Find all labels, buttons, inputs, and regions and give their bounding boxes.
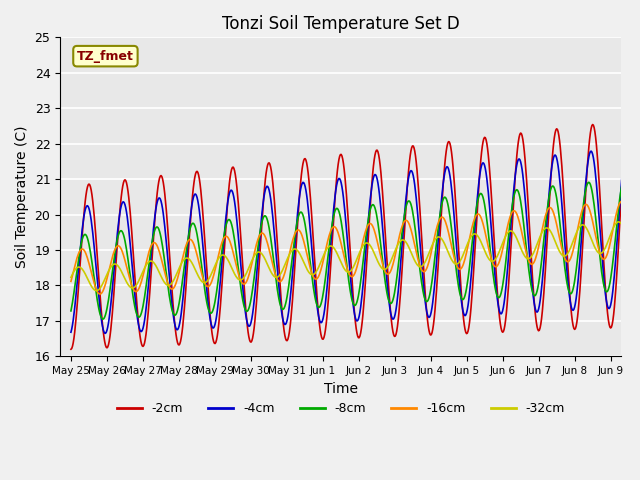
- Y-axis label: Soil Temperature (C): Soil Temperature (C): [15, 126, 29, 268]
- X-axis label: Time: Time: [324, 382, 358, 396]
- Title: Tonzi Soil Temperature Set D: Tonzi Soil Temperature Set D: [222, 15, 460, 33]
- Legend: -2cm, -4cm, -8cm, -16cm, -32cm: -2cm, -4cm, -8cm, -16cm, -32cm: [111, 397, 570, 420]
- Text: TZ_fmet: TZ_fmet: [77, 49, 134, 63]
